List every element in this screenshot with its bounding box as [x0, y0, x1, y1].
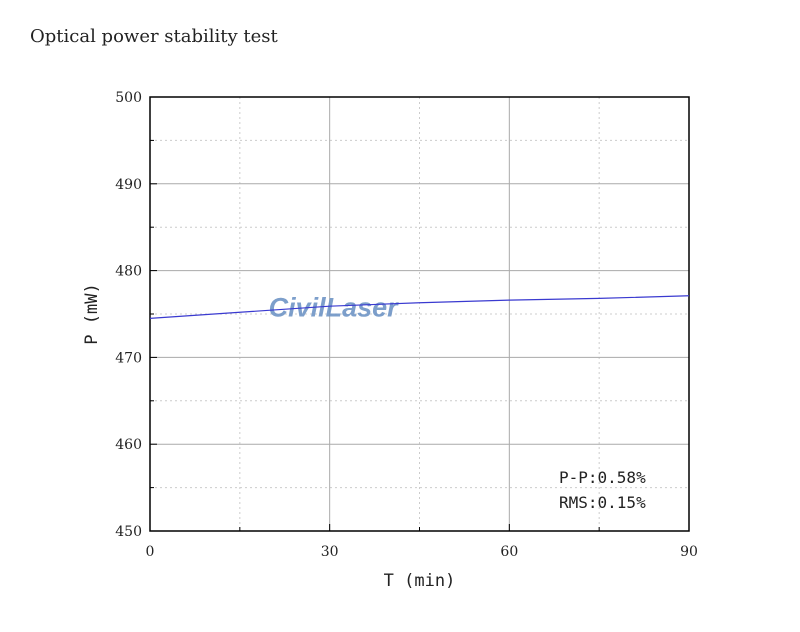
x-tick-label: 30: [321, 544, 339, 560]
y-tick-label: 470: [115, 350, 142, 366]
annotation: P-P:0.58%: [559, 468, 646, 487]
y-tick-label: 500: [115, 90, 142, 106]
y-tick-label: 490: [115, 177, 142, 193]
x-tick-label: 0: [146, 544, 155, 560]
y-tick-label: 460: [115, 437, 142, 453]
watermark-logo: CivilLaser: [269, 293, 400, 323]
chart-title: Optical power stability test: [30, 26, 278, 47]
annotation: RMS:0.15%: [559, 493, 646, 512]
y-axis-label: P (mW): [82, 283, 102, 344]
x-tick-label: 60: [500, 544, 518, 560]
x-axis-label: T (min): [384, 571, 456, 591]
x-tick-label: 90: [680, 544, 698, 560]
series-line: [149, 295, 690, 319]
y-tick-label: 480: [115, 264, 142, 280]
plot-frame: [149, 96, 690, 532]
y-tick-label: 450: [115, 524, 142, 540]
